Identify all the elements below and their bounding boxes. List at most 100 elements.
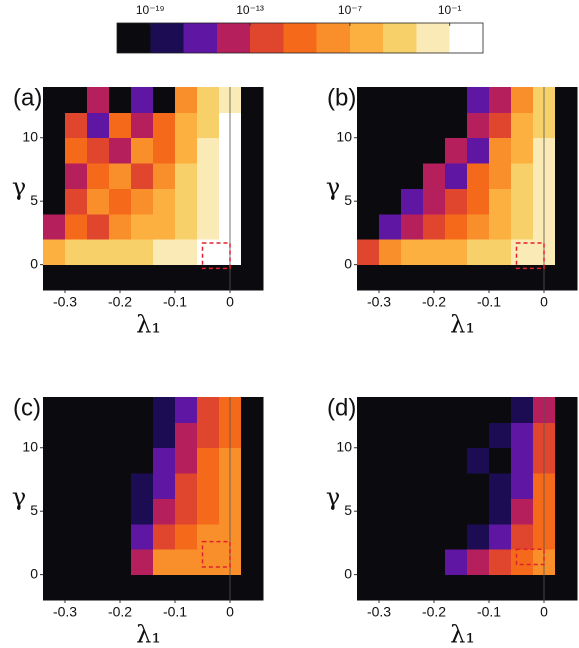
heatmap-cell — [445, 188, 468, 215]
heatmap-cell — [379, 112, 402, 139]
heatmap-cell — [197, 213, 220, 240]
heatmap-cell — [379, 397, 402, 423]
heatmap-cell — [109, 163, 132, 189]
heatmap-cell — [423, 188, 446, 215]
heatmap-cell — [241, 213, 264, 240]
heatmap-cell — [131, 498, 154, 525]
heatmap-cell — [175, 473, 198, 499]
heatmap-cell — [131, 549, 154, 576]
heatmap-cell — [357, 549, 380, 576]
heatmap-cell — [467, 239, 490, 266]
heatmap-cell — [489, 422, 512, 449]
heatmap-cell — [357, 112, 380, 139]
heatmap-cell — [175, 163, 198, 189]
heatmap-cell — [511, 523, 534, 550]
heatmap-cell — [131, 422, 154, 449]
heatmap-cell — [197, 473, 220, 499]
heatmap-cell — [65, 422, 88, 449]
x-axis-label: λ₁ — [136, 311, 161, 339]
heatmap-cell — [489, 112, 512, 139]
heatmap-cell — [241, 188, 264, 215]
heatmap-cell — [109, 137, 132, 164]
heatmap-cell — [423, 473, 446, 499]
heatmap-cell — [423, 213, 446, 240]
heatmap-cell — [489, 574, 512, 601]
heatmap-cell — [467, 112, 490, 139]
heatmap-cell — [555, 422, 578, 449]
heatmap-cell — [423, 523, 446, 550]
y-axis-label: γ — [12, 173, 26, 201]
heatmap-cell — [241, 549, 264, 576]
heatmap-cell — [65, 163, 88, 189]
heatmap-cell — [109, 447, 132, 474]
heatmap-cell — [511, 397, 534, 423]
heatmap-cell — [65, 239, 88, 266]
heatmap-cell — [445, 163, 468, 189]
heatmap-cell — [401, 574, 424, 601]
heatmap-cell — [241, 574, 264, 601]
heatmap-cell — [43, 447, 66, 474]
heatmap-cell — [467, 163, 490, 189]
y-tick-label: 0 — [30, 255, 38, 271]
heatmap-cell — [153, 239, 176, 266]
heatmap-cell — [489, 523, 512, 550]
heatmap-cell — [87, 239, 110, 266]
heatmap-cell — [445, 264, 468, 291]
heatmap-cell — [65, 574, 88, 601]
heatmap-cell — [445, 422, 468, 449]
heatmap-cell — [379, 574, 402, 601]
heatmap-cell — [175, 447, 198, 474]
heatmap-cell — [357, 473, 380, 499]
x-tick-label: -0.2 — [422, 604, 446, 620]
heatmap-cell — [197, 188, 220, 215]
heatmap-cell — [445, 112, 468, 139]
y-axis-label: γ — [326, 173, 340, 201]
heatmap-panel: -0.3 -0.2 -0.1 0 0 5 10 (a) λ₁ γ — [12, 84, 264, 339]
x-tick-label: 0 — [226, 604, 234, 620]
panel-label: (d) — [327, 394, 356, 421]
heatmap-cell — [467, 549, 490, 576]
heatmap-cell — [357, 498, 380, 525]
heatmap-cell — [197, 498, 220, 525]
heatmap-cell — [109, 239, 132, 266]
heatmap-cell — [65, 188, 88, 215]
x-tick-label: -0.2 — [108, 604, 132, 620]
heatmap-cell — [109, 188, 132, 215]
heatmap-cell — [87, 213, 110, 240]
heatmap-cell — [131, 163, 154, 189]
heatmap-cell — [87, 498, 110, 525]
heatmap-cell — [43, 397, 66, 423]
colorbar-swatch — [383, 23, 417, 53]
heatmap-cell — [467, 447, 490, 474]
heatmap-cell — [241, 239, 264, 266]
heatmap-cell — [131, 447, 154, 474]
colorbar-swatch — [349, 23, 384, 53]
heatmap-cell — [423, 397, 446, 423]
heatmap-cell — [153, 498, 176, 525]
heatmap-cell — [379, 87, 402, 113]
heatmap-cell — [241, 112, 264, 139]
heatmap-cell — [357, 264, 380, 291]
y-tick-label: 0 — [30, 565, 38, 581]
heatmap-cell — [401, 112, 424, 139]
heatmap-cell — [109, 112, 132, 139]
heatmap-cell — [131, 87, 154, 113]
heatmap-cell — [401, 239, 424, 266]
heatmap-cell — [511, 549, 534, 576]
heatmap-cell — [379, 523, 402, 550]
heatmap-cell — [241, 447, 264, 474]
heatmap-cell — [109, 498, 132, 525]
heatmap-cell — [87, 422, 110, 449]
heatmap-cell — [401, 87, 424, 113]
heatmap-cell — [197, 163, 220, 189]
heatmap-cell — [401, 137, 424, 164]
heatmap-cell — [379, 549, 402, 576]
heatmap-cell — [197, 112, 220, 139]
heatmap-cell — [153, 264, 176, 291]
heatmap-cell — [489, 213, 512, 240]
heatmap-cell — [175, 523, 198, 550]
y-tick-label: 10 — [22, 128, 38, 144]
heatmap-cell — [511, 264, 534, 291]
heatmap-cell — [65, 213, 88, 240]
heatmap-cell — [175, 112, 198, 139]
